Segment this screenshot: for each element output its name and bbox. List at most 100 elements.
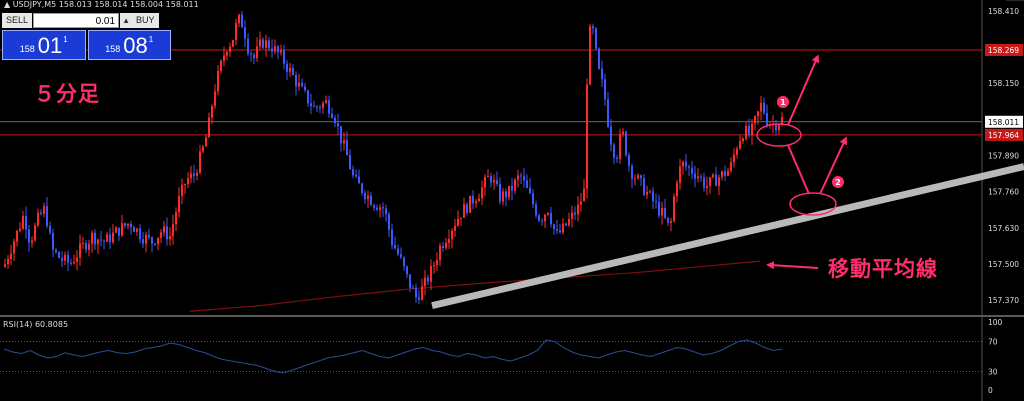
candle-body <box>232 40 234 47</box>
candle-body <box>457 218 459 226</box>
candle-body <box>265 40 267 48</box>
candle-body <box>268 40 270 49</box>
candle-body <box>682 161 684 167</box>
up-arrow-2 <box>819 136 847 195</box>
candle-body <box>340 126 342 144</box>
candle-body <box>280 50 282 53</box>
candle-body <box>154 243 156 245</box>
sell-button[interactable]: SELL <box>2 13 33 28</box>
lot-stepper-icon[interactable]: ▲ <box>120 13 133 28</box>
price-tick-label: 157.500 <box>988 260 1019 269</box>
price-axis: 158.410158.280158.150158.011157.890157.7… <box>985 7 1023 305</box>
candle-body <box>73 262 75 264</box>
candle-body <box>253 54 255 59</box>
rsi-title: RSI(14) 60.8085 <box>3 320 68 329</box>
candle-body <box>577 204 579 215</box>
candle-body <box>208 117 210 138</box>
candle-body <box>721 171 723 178</box>
candle-body <box>631 165 633 180</box>
candle-body <box>763 102 765 114</box>
candle-body <box>85 243 87 250</box>
candle-body <box>691 167 693 174</box>
candle-body <box>502 191 504 202</box>
rsi-tick-label: 30 <box>988 368 998 377</box>
candle-body <box>619 134 621 159</box>
candle-body <box>700 176 702 178</box>
lot-size-input[interactable]: 0.01 <box>33 13 120 28</box>
candle-body <box>697 176 699 179</box>
candle-body <box>463 204 465 218</box>
candle-body <box>277 46 279 53</box>
candle-body <box>7 259 9 265</box>
buy-price-box[interactable]: 158 08 1 <box>87 30 171 60</box>
candle-body <box>148 235 150 237</box>
candle-body <box>391 229 393 246</box>
candle-body <box>88 243 90 250</box>
candle-body <box>403 257 405 267</box>
price-tick-label: 157.630 <box>988 224 1019 233</box>
candle-body <box>496 180 498 184</box>
candle-body <box>55 249 57 253</box>
collapse-arrow-icon[interactable]: ▲ <box>4 0 13 9</box>
up-arrow-1 <box>787 54 820 126</box>
candle-body <box>112 232 114 243</box>
down-move-line <box>787 144 810 195</box>
candle-body <box>736 148 738 155</box>
candle-body <box>421 286 423 300</box>
buy-price-prefix: 158 <box>105 44 121 54</box>
candle-body <box>550 212 552 225</box>
candle-body <box>250 53 252 55</box>
candle-body <box>676 182 678 197</box>
candle-body <box>655 201 657 203</box>
candle-body <box>43 206 45 214</box>
rsi-tick-label: 70 <box>988 338 998 347</box>
candle-body <box>400 254 402 258</box>
candle-body <box>25 215 27 230</box>
candle-body <box>118 227 120 236</box>
candle-body <box>241 14 243 28</box>
candlestick-series <box>4 10 783 305</box>
candle-body <box>673 196 675 222</box>
candle-body <box>385 208 387 215</box>
moving-average-line <box>189 260 761 312</box>
sell-price-box[interactable]: 158 01 1 <box>2 30 86 60</box>
candle-body <box>13 241 15 254</box>
candle-body <box>286 63 288 72</box>
candle-body <box>667 217 669 223</box>
candle-body <box>751 123 753 136</box>
candle-body <box>583 188 585 202</box>
candle-body <box>205 137 207 147</box>
candle-body <box>661 207 663 216</box>
candle-body <box>574 212 576 215</box>
candle-body <box>547 212 549 215</box>
resistance-label: 158.269 <box>988 46 1019 55</box>
candle-body <box>553 224 555 230</box>
candle-body <box>634 178 636 180</box>
candle-body <box>214 91 216 106</box>
candle-body <box>433 265 435 267</box>
candle-body <box>157 237 159 245</box>
trendline <box>431 163 1024 310</box>
candle-body <box>571 212 573 219</box>
rsi-line <box>3 339 783 374</box>
candle-body <box>388 214 390 230</box>
candle-body <box>670 221 672 223</box>
candle-body <box>589 26 591 85</box>
candle-body <box>127 223 129 226</box>
candle-body <box>451 230 453 240</box>
candle-body <box>238 14 240 24</box>
candle-body <box>4 264 6 267</box>
candle-body <box>295 74 297 87</box>
candle-body <box>652 191 654 202</box>
candle-body <box>544 214 546 222</box>
buy-button[interactable]: BUY <box>132 13 159 28</box>
candle-body <box>523 176 525 181</box>
candle-body <box>640 175 642 179</box>
candle-body <box>628 155 630 166</box>
candle-body <box>412 287 414 289</box>
candle-body <box>163 226 165 233</box>
candle-body <box>22 215 24 229</box>
candle-body <box>394 245 396 249</box>
candle-body <box>79 243 81 258</box>
